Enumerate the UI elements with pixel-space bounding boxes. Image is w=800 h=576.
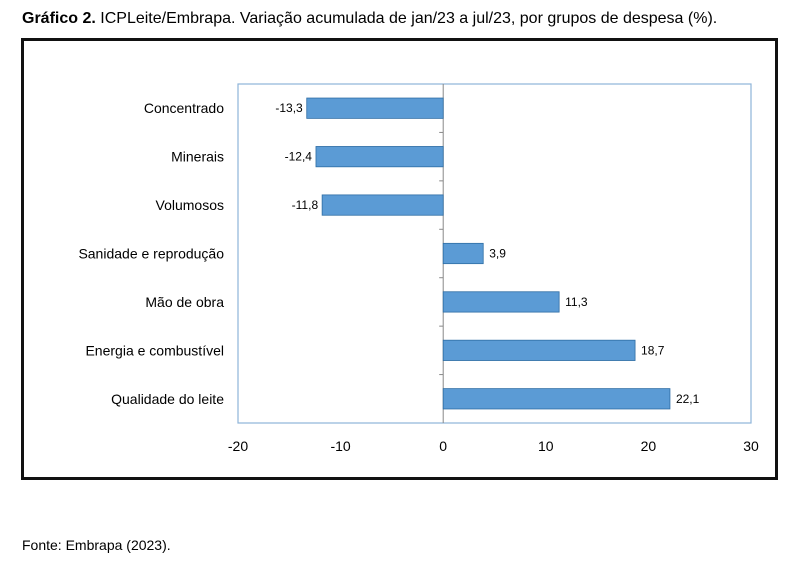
data-label: 18,7 xyxy=(641,343,665,357)
bar-chart: Concentrado -13,3 Minerais -12,4 Volumosos -1… xyxy=(78,83,759,454)
x-tick-label: -20 xyxy=(228,438,248,454)
data-label: 22,1 xyxy=(676,392,700,406)
bar xyxy=(442,291,560,313)
chart-title: Gráfico 2. ICPLeite/Embrapa. Variação ac… xyxy=(22,10,717,28)
bar xyxy=(306,97,444,119)
category-label: Concentrado xyxy=(144,100,224,116)
category-label: Sanidade e reprodução xyxy=(78,246,224,262)
data-label: -11,8 xyxy=(292,198,319,212)
data-label: -12,4 xyxy=(285,150,313,164)
chart-title-text: ICPLeite/Embrapa. Variação acumulada de … xyxy=(100,10,718,27)
data-label: 11,3 xyxy=(565,295,588,309)
bar xyxy=(442,388,671,410)
chart-frame: Concentrado -13,3 Minerais -12,4 Volumosos -1… xyxy=(21,38,778,480)
bar xyxy=(315,146,444,168)
plot-area xyxy=(237,83,752,424)
chart-title-label: Gráfico 2. xyxy=(22,10,96,27)
category-label: Qualidade do leite xyxy=(111,391,224,407)
x-tick-label: 30 xyxy=(743,438,759,454)
x-tick-label: 20 xyxy=(641,438,657,454)
data-label: 3,9 xyxy=(489,247,506,261)
bar xyxy=(321,194,444,216)
x-tick-label: 0 xyxy=(439,438,447,454)
source-note: Fonte: Embrapa (2023). xyxy=(22,537,171,553)
category-label: Mão de obra xyxy=(145,294,224,310)
bar xyxy=(442,242,484,265)
x-tick-label: -10 xyxy=(330,438,350,454)
category-label: Volumosos xyxy=(156,197,224,213)
category-label: Minerais xyxy=(171,149,224,165)
x-tick-label: 10 xyxy=(538,438,554,454)
category-label: Energia e combustível xyxy=(85,342,224,358)
bar xyxy=(442,339,636,361)
data-label: -13,3 xyxy=(275,101,303,115)
